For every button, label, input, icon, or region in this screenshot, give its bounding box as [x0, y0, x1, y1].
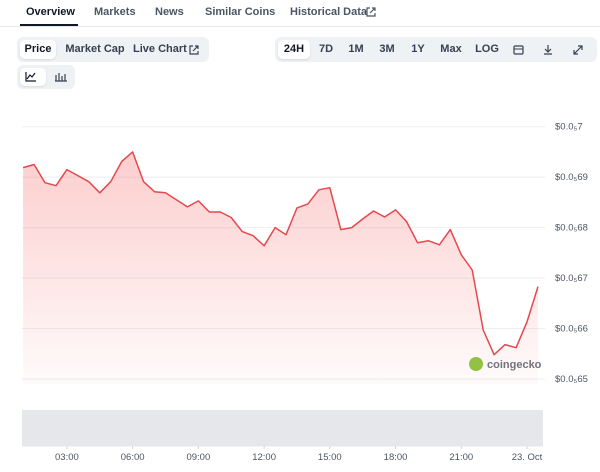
y-tick-label: $0.0₅67 — [555, 273, 588, 284]
tab[interactable]: Similar Coins — [205, 6, 276, 18]
external-icon — [189, 45, 199, 55]
x-tick-label: 21:00 — [449, 452, 473, 463]
range-group: 24H 7D 1M 3M 1Y Max LOG — [275, 37, 597, 62]
volume-bars — [22, 410, 543, 446]
button[interactable]: 3M — [379, 43, 395, 55]
button[interactable]: Price — [20, 40, 56, 59]
button[interactable]: 7D — [318, 43, 334, 55]
x-tick-label: 23. Oct — [512, 452, 543, 463]
y-tick-label: $0.0₅66 — [555, 324, 588, 335]
button[interactable]: Market Cap — [65, 43, 125, 55]
volume-band — [22, 410, 543, 446]
tab[interactable]: Markets — [94, 6, 136, 18]
x-tick-label: 06:00 — [121, 452, 145, 463]
view-group — [17, 65, 75, 89]
y-tick-label: $0.0₅68 — [555, 223, 588, 234]
button[interactable]: 24H — [278, 40, 310, 59]
toolbar-icons[interactable] — [513, 44, 593, 56]
tab[interactable]: News — [155, 6, 184, 18]
area-fill — [23, 151, 538, 384]
x-tick-label: 15:00 — [318, 452, 342, 463]
button[interactable]: Live Chart — [133, 43, 187, 55]
x-tick-label: 03:00 — [55, 452, 79, 463]
button[interactable]: 1Y — [411, 43, 425, 55]
price-line — [22, 151, 539, 356]
y-tick-label: $0.0₅7 — [555, 122, 583, 133]
x-tick-label: 18:00 — [384, 452, 408, 463]
external-icon — [366, 7, 376, 17]
tab[interactable]: Overview — [26, 6, 75, 18]
x-tick-label: 09:00 — [186, 452, 210, 463]
chart-type-group: Price Market Cap Live Chart — [17, 37, 209, 62]
button[interactable]: 1M — [348, 43, 364, 55]
button[interactable]: Max — [440, 43, 462, 55]
tab-underline — [20, 24, 78, 26]
tab[interactable]: Historical Data — [290, 6, 368, 18]
button[interactable]: LOG — [475, 43, 499, 55]
x-tick-label: 12:00 — [252, 452, 276, 463]
y-tick-label: $0.0₅69 — [555, 172, 588, 183]
view-icons — [25, 72, 67, 82]
y-tick-label: $0.0₅65 — [555, 374, 588, 385]
tab-bar: Overview Markets News Similar Coins Hist… — [0, 0, 600, 27]
